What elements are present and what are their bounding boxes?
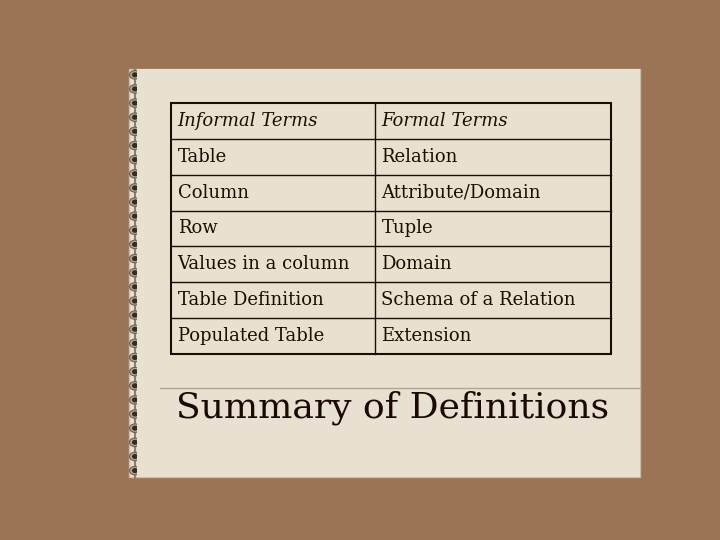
Text: Domain: Domain — [382, 255, 452, 273]
Ellipse shape — [132, 327, 138, 332]
Ellipse shape — [132, 214, 138, 219]
Ellipse shape — [132, 242, 138, 247]
Ellipse shape — [130, 424, 140, 433]
FancyBboxPatch shape — [129, 69, 640, 477]
Ellipse shape — [130, 353, 140, 362]
FancyBboxPatch shape — [171, 103, 611, 354]
Ellipse shape — [130, 184, 140, 192]
Ellipse shape — [132, 355, 138, 360]
Ellipse shape — [130, 311, 140, 319]
Ellipse shape — [132, 341, 138, 346]
Text: Extension: Extension — [382, 327, 472, 345]
Ellipse shape — [132, 411, 138, 416]
Ellipse shape — [130, 396, 140, 404]
Ellipse shape — [132, 100, 138, 106]
Ellipse shape — [132, 114, 138, 120]
Ellipse shape — [132, 185, 138, 191]
Text: Populated Table: Populated Table — [178, 327, 324, 345]
Ellipse shape — [132, 397, 138, 402]
Ellipse shape — [130, 156, 140, 164]
Ellipse shape — [132, 299, 138, 303]
Text: Informal Terms: Informal Terms — [178, 112, 318, 130]
Ellipse shape — [132, 157, 138, 162]
Ellipse shape — [132, 426, 138, 431]
Ellipse shape — [130, 85, 140, 93]
Text: Formal Terms: Formal Terms — [382, 112, 508, 130]
Text: Table: Table — [178, 148, 227, 166]
Ellipse shape — [130, 170, 140, 178]
Ellipse shape — [130, 198, 140, 206]
Ellipse shape — [132, 256, 138, 261]
Ellipse shape — [130, 71, 140, 79]
Ellipse shape — [132, 171, 138, 176]
Text: Row: Row — [178, 219, 217, 238]
Ellipse shape — [130, 127, 140, 136]
Text: Column: Column — [178, 184, 248, 201]
Ellipse shape — [130, 382, 140, 390]
Ellipse shape — [130, 212, 140, 220]
Ellipse shape — [132, 284, 138, 289]
Ellipse shape — [132, 313, 138, 318]
Ellipse shape — [130, 339, 140, 348]
Ellipse shape — [130, 268, 140, 277]
Text: Attribute/Domain: Attribute/Domain — [382, 184, 541, 201]
Ellipse shape — [132, 369, 138, 374]
Text: Schema of a Relation: Schema of a Relation — [382, 291, 576, 309]
Ellipse shape — [132, 86, 138, 91]
Ellipse shape — [130, 410, 140, 418]
Ellipse shape — [132, 143, 138, 148]
Ellipse shape — [130, 438, 140, 447]
Ellipse shape — [130, 367, 140, 376]
Ellipse shape — [130, 467, 140, 475]
Ellipse shape — [130, 254, 140, 263]
Text: Summary of Definitions: Summary of Definitions — [176, 390, 609, 424]
Ellipse shape — [132, 468, 138, 473]
Ellipse shape — [130, 141, 140, 150]
Ellipse shape — [132, 228, 138, 233]
FancyBboxPatch shape — [137, 69, 640, 477]
Ellipse shape — [130, 282, 140, 291]
Ellipse shape — [132, 270, 138, 275]
Ellipse shape — [132, 440, 138, 445]
Text: Tuple: Tuple — [382, 219, 433, 238]
Ellipse shape — [130, 226, 140, 234]
Text: Table Definition: Table Definition — [178, 291, 323, 309]
Ellipse shape — [130, 325, 140, 334]
Ellipse shape — [130, 113, 140, 122]
Ellipse shape — [132, 72, 138, 77]
Ellipse shape — [130, 99, 140, 107]
Text: Values in a column: Values in a column — [178, 255, 350, 273]
Ellipse shape — [130, 240, 140, 248]
Ellipse shape — [132, 454, 138, 459]
Ellipse shape — [132, 129, 138, 134]
Ellipse shape — [132, 199, 138, 205]
Ellipse shape — [130, 452, 140, 461]
Text: Relation: Relation — [382, 148, 458, 166]
Ellipse shape — [130, 297, 140, 305]
Ellipse shape — [132, 383, 138, 388]
